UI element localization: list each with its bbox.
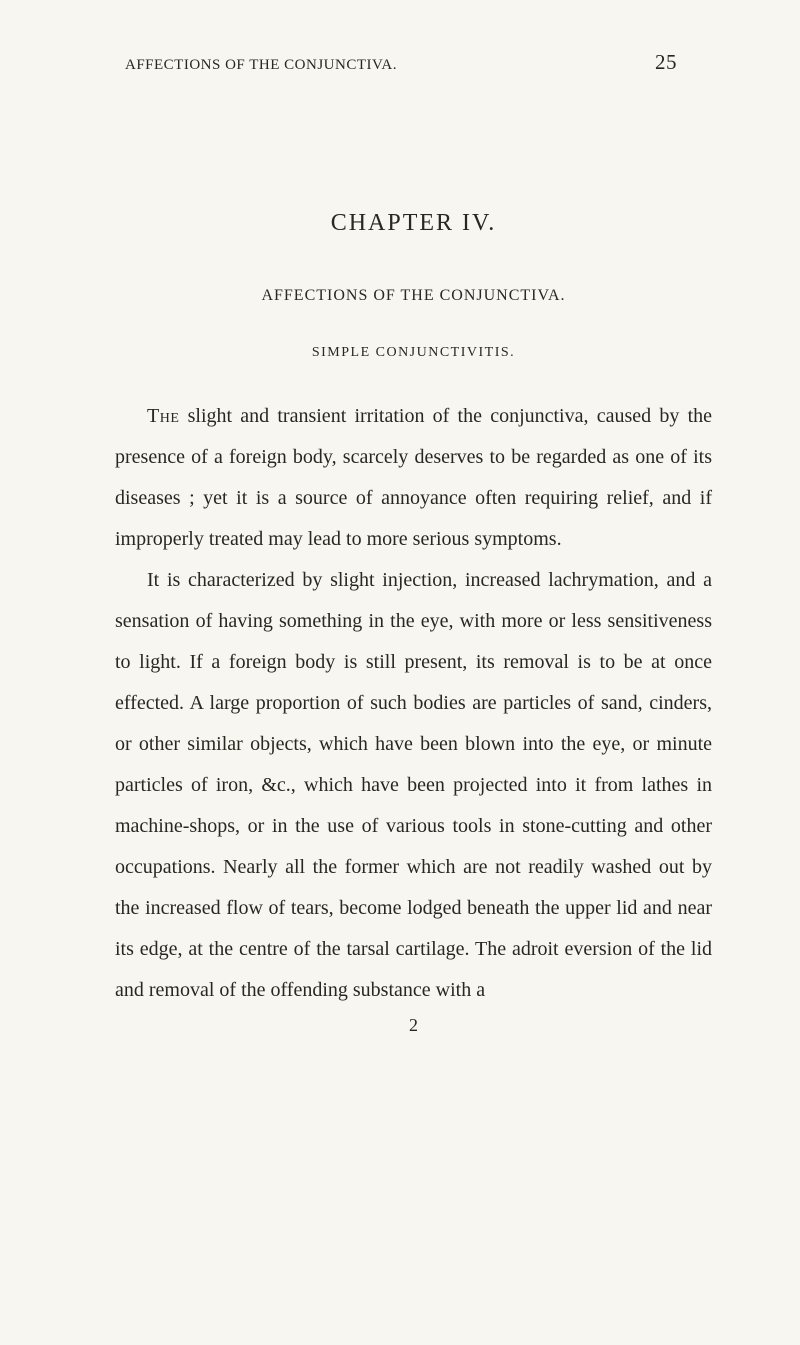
chapter-heading: CHAPTER IV. [115, 210, 712, 237]
running-title: AFFECTIONS OF THE CONJUNCTIVA. [125, 57, 397, 74]
subsection-heading: SIMPLE CONJUNCTIVITIS. [115, 345, 712, 361]
section-heading: AFFECTIONS OF THE CONJUNCTIVA. [115, 287, 712, 305]
paragraph-text: slight and transient irritation of the c… [115, 405, 712, 550]
page-number: 25 [655, 50, 677, 75]
running-header: AFFECTIONS OF THE CONJUNCTIVA. 25 [115, 50, 712, 75]
paragraph-2: It is characterized by slight injection,… [115, 560, 712, 1011]
signature-mark: 2 [115, 1015, 712, 1036]
paragraph-1: The slight and transient irritation of t… [115, 396, 712, 560]
paragraph-lead: The [147, 405, 179, 427]
